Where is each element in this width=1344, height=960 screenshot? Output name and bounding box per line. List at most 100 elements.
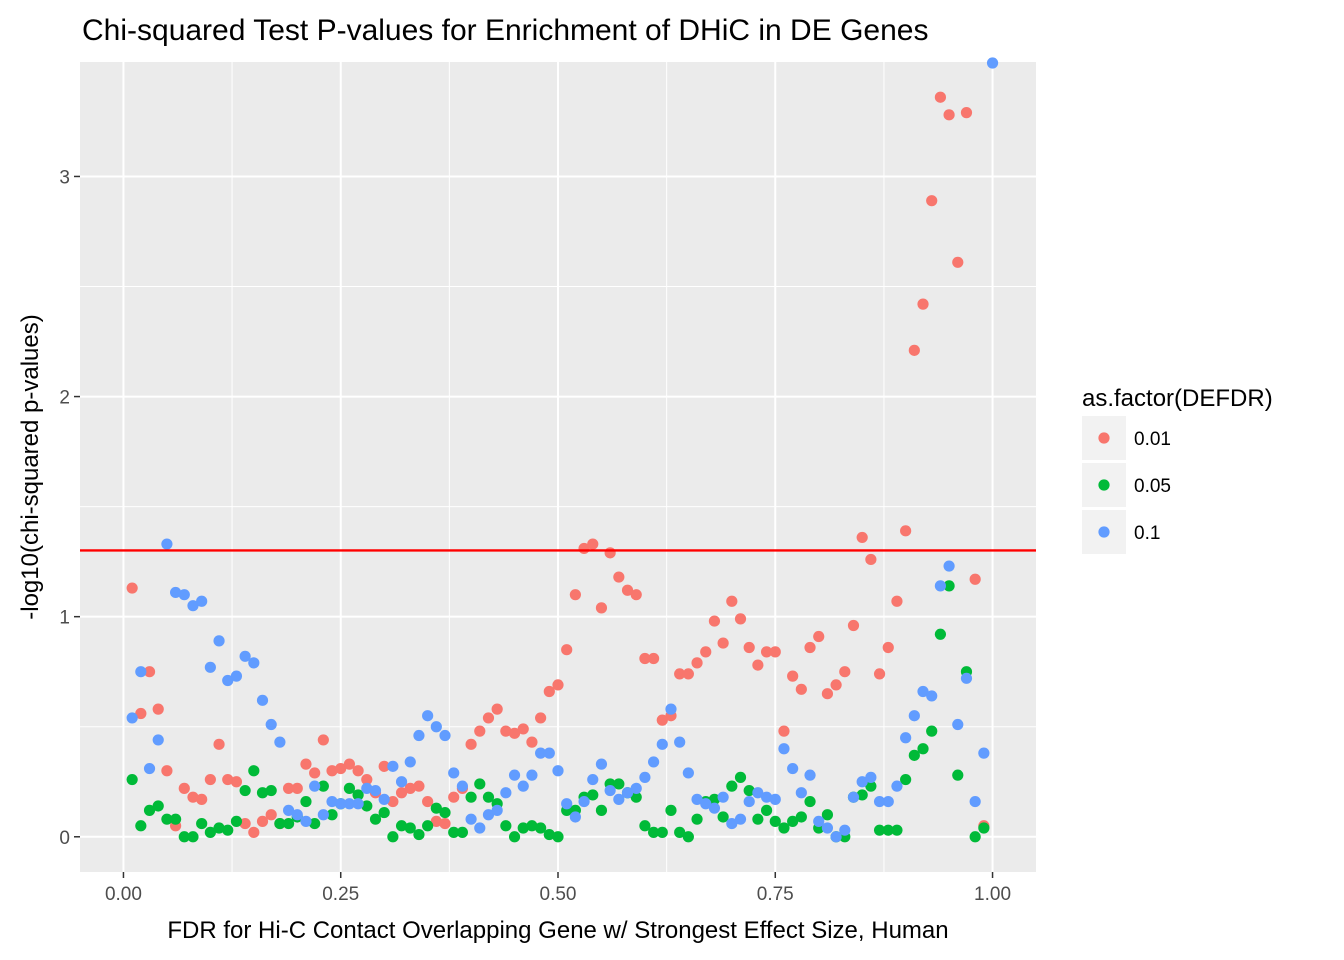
data-point-0.01 bbox=[387, 795, 399, 808]
data-point-0.01 bbox=[178, 782, 190, 794]
data-point-0.1 bbox=[674, 736, 686, 748]
x-tick-label: 0.00 bbox=[105, 884, 142, 905]
data-point-0.1 bbox=[578, 795, 590, 808]
data-point-0.1 bbox=[787, 762, 799, 775]
data-point-0.1 bbox=[778, 743, 790, 755]
data-point-0.1 bbox=[291, 809, 303, 821]
data-point-0.01 bbox=[561, 644, 573, 656]
data-point-0.05 bbox=[821, 809, 834, 821]
data-point-0.05 bbox=[378, 806, 390, 819]
data-point-0.05 bbox=[943, 580, 955, 592]
data-point-0.01 bbox=[839, 666, 851, 678]
data-point-0.05 bbox=[413, 828, 425, 841]
data-point-0.01 bbox=[230, 776, 243, 788]
data-point-0.1 bbox=[986, 57, 999, 69]
data-point-0.1 bbox=[387, 760, 399, 772]
data-point-0.05 bbox=[665, 804, 677, 816]
data-point-0.01 bbox=[952, 256, 964, 268]
data-point-0.01 bbox=[352, 765, 364, 777]
y-tick-label: 0 bbox=[59, 828, 70, 849]
data-point-0.01 bbox=[917, 298, 929, 310]
data-point-0.05 bbox=[934, 628, 947, 640]
data-point-0.1 bbox=[978, 747, 990, 759]
data-point-0.1 bbox=[665, 703, 677, 715]
data-point-0.01 bbox=[769, 646, 781, 658]
data-point-0.1 bbox=[204, 661, 216, 673]
data-point-0.01 bbox=[856, 531, 868, 544]
data-point-0.05 bbox=[126, 773, 138, 786]
data-point-0.1 bbox=[274, 736, 286, 748]
data-point-0.05 bbox=[952, 769, 964, 781]
data-point-0.01 bbox=[613, 571, 625, 583]
data-point-0.01 bbox=[448, 791, 460, 803]
data-point-0.1 bbox=[430, 721, 442, 733]
data-point-0.05 bbox=[448, 826, 460, 838]
data-point-0.05 bbox=[587, 789, 599, 801]
y-tick-label: 2 bbox=[59, 388, 70, 409]
data-point-0.01 bbox=[813, 630, 825, 643]
data-point-0.01 bbox=[630, 589, 642, 601]
data-point-0.1 bbox=[717, 791, 729, 803]
data-point-0.05 bbox=[369, 813, 382, 825]
data-point-0.01 bbox=[265, 809, 277, 821]
legend-label: 0.1 bbox=[1134, 523, 1160, 544]
data-point-0.01 bbox=[161, 765, 173, 777]
data-point-0.01 bbox=[778, 725, 790, 737]
data-point-0.1 bbox=[708, 802, 721, 814]
data-point-0.05 bbox=[309, 817, 321, 830]
data-point-0.01 bbox=[361, 773, 373, 786]
data-point-0.01 bbox=[413, 780, 425, 792]
legend-title: as.factor(DEFDR) bbox=[1082, 385, 1273, 412]
data-point-0.01 bbox=[891, 595, 903, 607]
data-point-0.01 bbox=[674, 668, 686, 680]
data-point-0.01 bbox=[213, 738, 225, 750]
data-point-0.01 bbox=[187, 791, 199, 803]
data-point-0.05 bbox=[917, 743, 929, 755]
data-point-0.1 bbox=[604, 784, 616, 797]
data-point-0.1 bbox=[170, 586, 182, 599]
data-point-0.1 bbox=[448, 767, 460, 779]
data-point-0.1 bbox=[839, 824, 851, 836]
data-point-0.05 bbox=[239, 784, 251, 797]
data-point-0.05 bbox=[674, 826, 686, 838]
data-point-0.05 bbox=[873, 824, 886, 836]
data-point-0.05 bbox=[760, 804, 773, 816]
data-point-0.1 bbox=[621, 787, 634, 799]
data-point-0.05 bbox=[535, 822, 547, 834]
data-point-0.01 bbox=[526, 736, 538, 748]
data-point-0.1 bbox=[491, 804, 503, 816]
data-point-0.01 bbox=[587, 538, 599, 550]
data-point-0.05 bbox=[517, 822, 529, 834]
data-point-0.05 bbox=[734, 771, 747, 783]
data-point-0.05 bbox=[187, 831, 199, 843]
data-point-0.1 bbox=[682, 767, 694, 779]
data-point-0.01 bbox=[926, 195, 938, 207]
data-point-0.1 bbox=[865, 771, 877, 783]
data-point-0.01 bbox=[256, 815, 269, 827]
data-point-0.1 bbox=[143, 762, 156, 775]
data-point-0.1 bbox=[830, 831, 842, 843]
data-point-0.01 bbox=[343, 758, 356, 770]
x-tick-label: 0.25 bbox=[322, 884, 359, 905]
data-point-0.05 bbox=[196, 817, 208, 830]
data-point-0.05 bbox=[856, 789, 868, 801]
data-point-0.05 bbox=[170, 813, 182, 825]
data-point-0.1 bbox=[552, 765, 564, 777]
data-point-0.1 bbox=[969, 795, 981, 808]
data-point-0.05 bbox=[256, 787, 269, 799]
data-point-0.05 bbox=[882, 824, 894, 836]
data-point-0.01 bbox=[760, 646, 773, 658]
data-point-0.05 bbox=[500, 820, 512, 832]
data-point-0.01 bbox=[734, 613, 747, 625]
data-point-0.05 bbox=[456, 826, 468, 838]
data-point-0.05 bbox=[317, 780, 329, 792]
data-point-0.01 bbox=[204, 773, 216, 786]
data-point-0.01 bbox=[335, 762, 347, 775]
data-point-0.1 bbox=[395, 776, 408, 788]
data-point-0.1 bbox=[413, 729, 425, 742]
data-point-0.01 bbox=[639, 652, 651, 665]
data-point-0.1 bbox=[439, 729, 451, 742]
data-point-0.01 bbox=[943, 109, 955, 121]
data-point-0.05 bbox=[648, 826, 660, 838]
data-point-0.1 bbox=[482, 809, 495, 821]
